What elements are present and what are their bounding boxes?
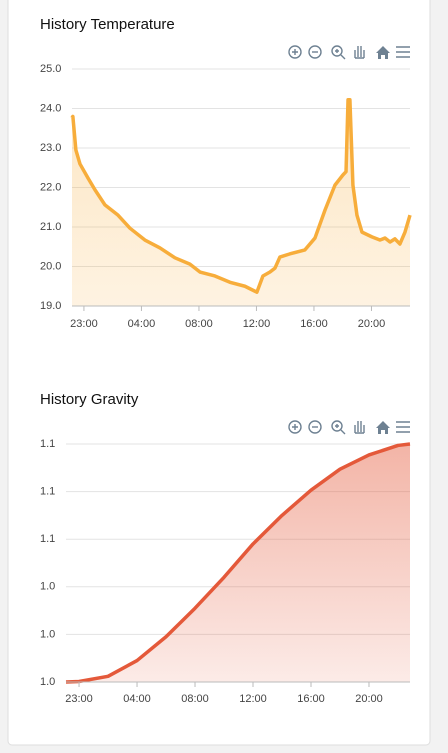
y-tick-label: 1.1 bbox=[40, 438, 55, 450]
x-tick-label: 04:00 bbox=[128, 318, 156, 330]
toolbar bbox=[288, 45, 410, 60]
y-tick-label: 1.1 bbox=[40, 533, 55, 545]
line bbox=[65, 442, 411, 684]
y-tick-label: 25.0 bbox=[40, 63, 61, 75]
y-tick-label: 22.0 bbox=[40, 181, 61, 193]
x-tick-label: 20:00 bbox=[358, 318, 386, 330]
x-tick-label: 12:00 bbox=[243, 318, 271, 330]
y-tick-label: 19.0 bbox=[40, 300, 61, 312]
x-tick-label: 04:00 bbox=[123, 693, 151, 705]
chart-title: History Gravity bbox=[40, 391, 139, 408]
x-tick-label: 12:00 bbox=[239, 693, 267, 705]
y-tick-label: 21.0 bbox=[40, 221, 61, 233]
y-tick-label: 1.0 bbox=[40, 676, 55, 688]
x-tick-label: 20:00 bbox=[355, 693, 383, 705]
y-tick-label: 1.0 bbox=[40, 581, 55, 593]
x-tick-label: 16:00 bbox=[297, 693, 325, 705]
toolbar bbox=[288, 420, 410, 435]
y-tick-label: 1.0 bbox=[40, 628, 55, 640]
x-tick-label: 23:00 bbox=[70, 318, 98, 330]
y-tick-label: 24.0 bbox=[40, 102, 61, 114]
x-tick-label: 08:00 bbox=[185, 318, 213, 330]
x-tick-label: 23:00 bbox=[65, 693, 93, 705]
y-tick-label: 23.0 bbox=[40, 142, 61, 154]
line bbox=[70, 98, 412, 294]
area-fill bbox=[72, 99, 410, 306]
y-tick-label: 20.0 bbox=[40, 260, 61, 272]
x-tick-label: 16:00 bbox=[300, 318, 328, 330]
y-tick-label: 1.1 bbox=[40, 486, 55, 498]
chart-title: History Temperature bbox=[40, 16, 175, 33]
x-tick-label: 08:00 bbox=[181, 693, 209, 705]
